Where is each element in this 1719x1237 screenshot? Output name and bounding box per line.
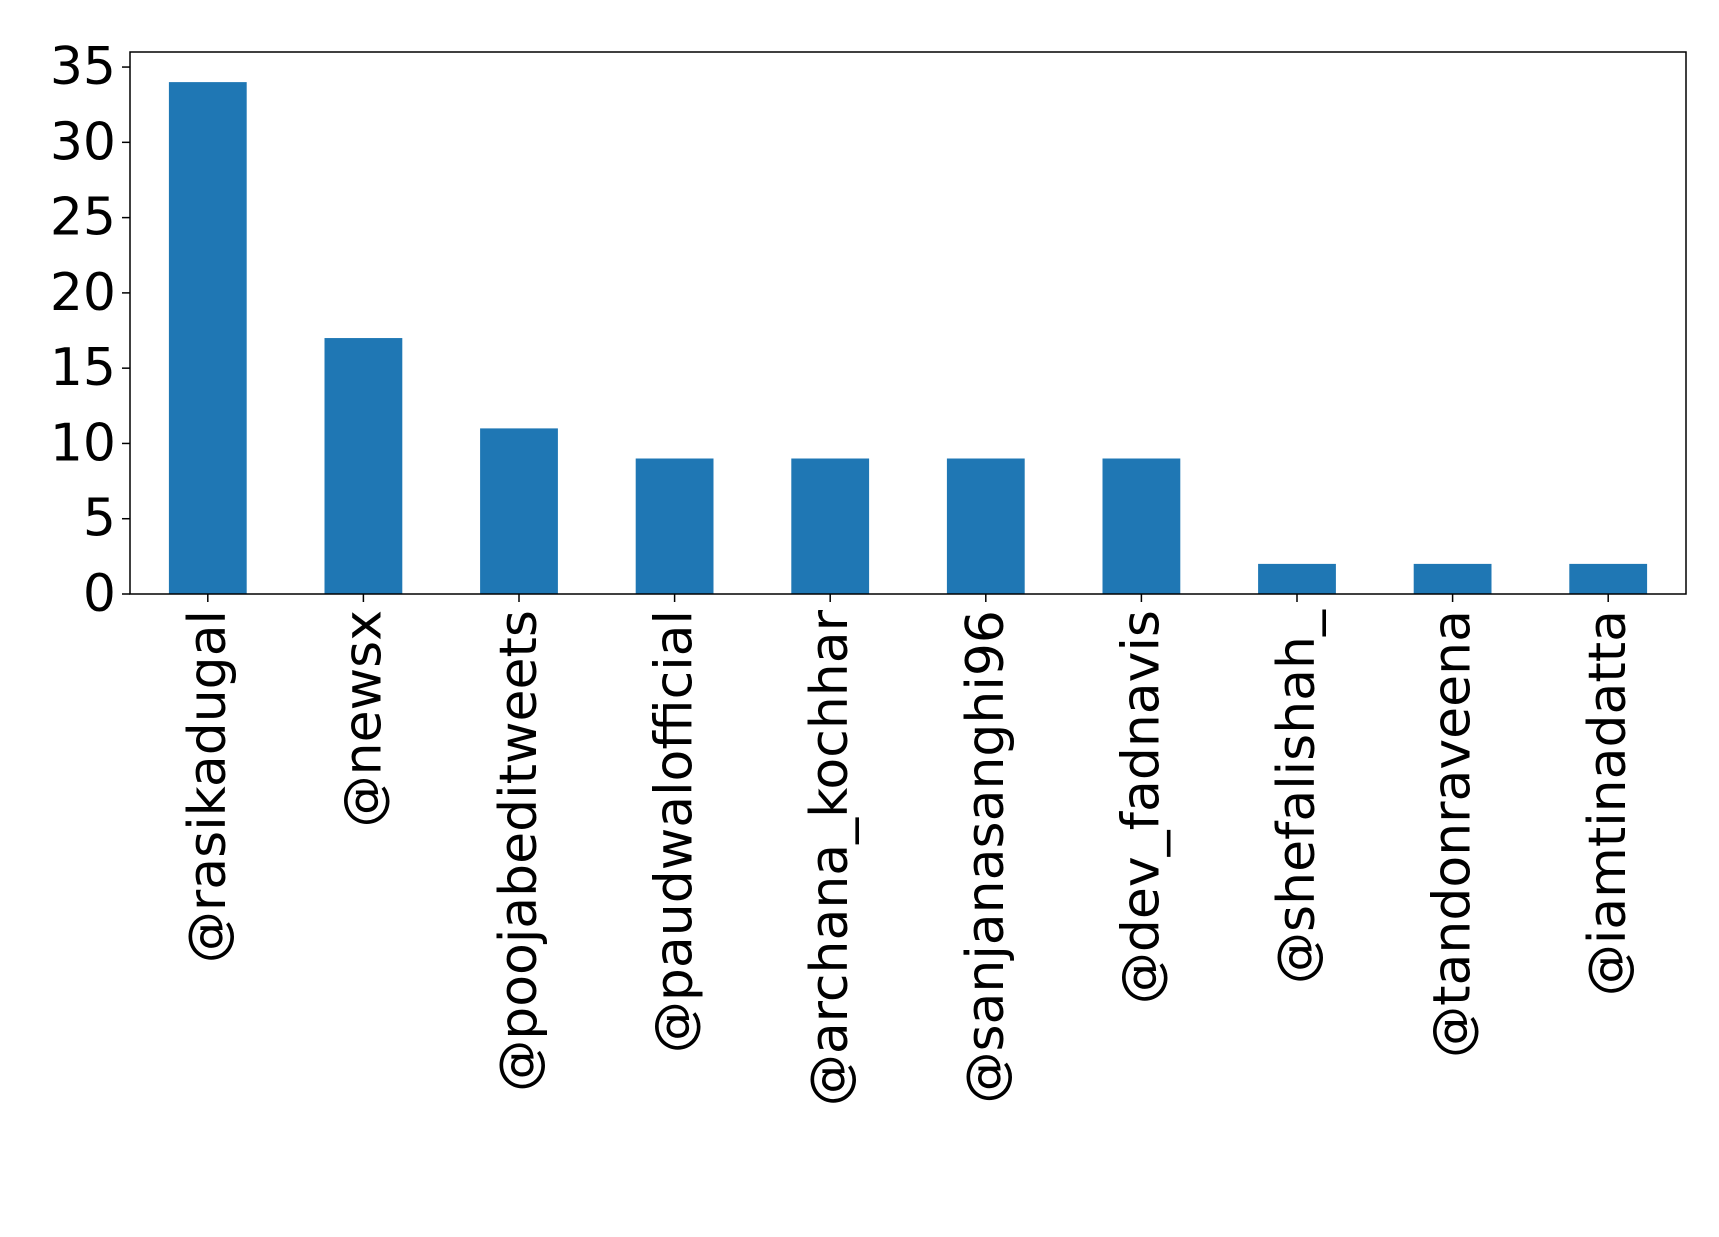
y-tick-label: 20	[50, 263, 116, 323]
bar-shefalishah-	[1258, 563, 1336, 594]
bar-archana-kochhar	[791, 458, 870, 594]
bar-dev-fadnavis	[1102, 458, 1181, 594]
bar-iamtinadatta	[1569, 563, 1648, 594]
x-tick-label: @poojabeditweets	[489, 610, 549, 1092]
x-tick-label: @archana_kochhar	[800, 609, 860, 1106]
y-tick-label: 10	[50, 413, 116, 473]
y-tick-label: 30	[50, 112, 116, 172]
bar-paudwalofficial	[635, 458, 714, 594]
bars-layer	[168, 82, 1648, 594]
y-tick-label: 0	[83, 564, 116, 624]
bar-rasikadugal	[168, 82, 247, 594]
y-tick-label: 5	[83, 489, 116, 549]
y-tick-label: 25	[50, 188, 116, 248]
x-tick-label: @tandonraveena	[1423, 610, 1483, 1058]
bar-newsx	[324, 338, 403, 594]
y-axis: 0 5 10 15 20 25 30 35	[50, 37, 130, 624]
plot-frame	[129, 51, 1687, 595]
x-tick-label: @newsx	[333, 610, 393, 827]
x-axis: @rasikadugal @newsx @poojabeditweets @paudw…	[178, 594, 1638, 1106]
bar-tandonraveena	[1413, 563, 1492, 594]
bar-sanjanasanghi96	[946, 458, 1025, 594]
x-tick-label: @shefalishah_	[1267, 609, 1327, 984]
x-tick-label: @rasikadugal	[178, 610, 238, 963]
bar-poojabeditweets	[480, 428, 558, 594]
y-tick-label: 15	[50, 338, 116, 398]
x-tick-label: @dev_fadnavis	[1111, 610, 1171, 1004]
x-tick-label: @sanjanasanghi96	[956, 610, 1016, 1104]
y-tick-label: 35	[50, 37, 116, 97]
x-tick-label: @paudwalofficial	[645, 610, 705, 1053]
x-tick-label: @iamtinadatta	[1578, 610, 1638, 996]
